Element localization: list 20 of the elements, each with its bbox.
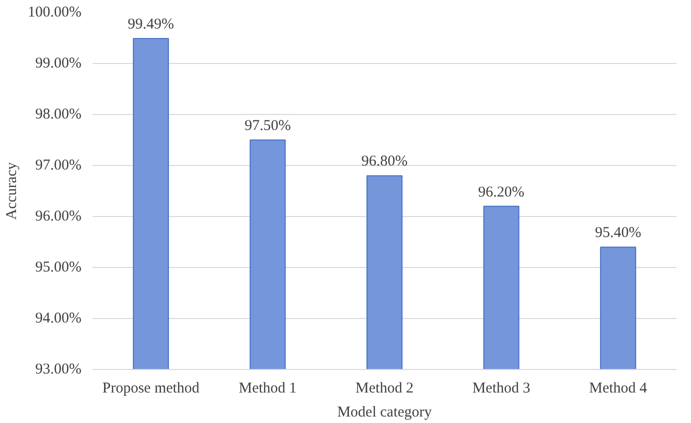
data-label: 99.49% (128, 16, 174, 33)
data-label: 96.20% (478, 184, 524, 200)
x-axis-title: Model category (337, 404, 432, 420)
y-tick-label: 96.00% (35, 208, 82, 224)
x-tick-label: Method 3 (472, 380, 530, 396)
y-tick-label: 98.00% (35, 106, 82, 122)
x-tick-label: Propose method (102, 380, 200, 396)
y-tick-label: 100.00% (28, 4, 82, 20)
y-tick-label: 95.00% (35, 260, 82, 276)
x-tick-label: Method 1 (238, 380, 297, 396)
y-axis-title: Accuracy (4, 162, 20, 220)
data-label: 95.40% (594, 225, 642, 242)
x-tick-label: Method 4 (589, 380, 648, 396)
y-tick-label: 99.00% (35, 56, 82, 72)
data-label: 96.80% (361, 154, 408, 170)
data-label: 97.50% (244, 118, 291, 134)
x-tick-label: Method 2 (356, 380, 414, 396)
y-tick-label: 97.00% (35, 158, 82, 174)
y-tick-label: 94.00% (35, 310, 82, 326)
y-tick-label: 93.00% (35, 362, 82, 378)
